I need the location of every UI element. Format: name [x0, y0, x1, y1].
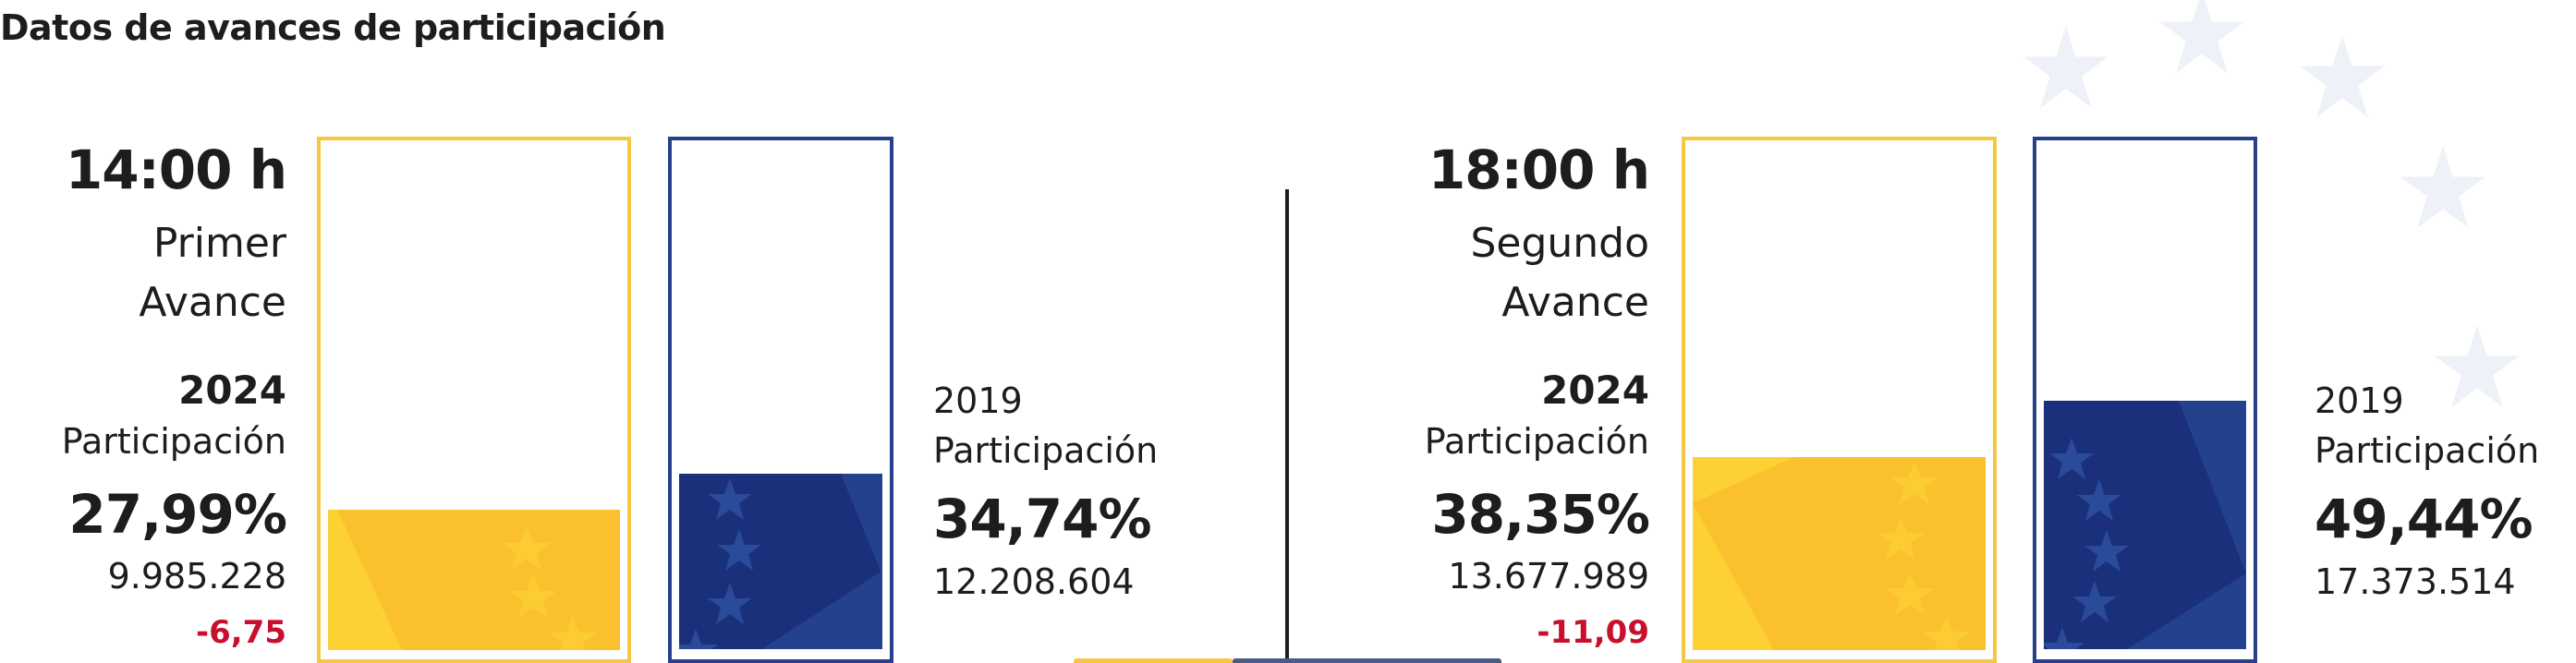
current-year: 2024 [178, 368, 286, 413]
previous-year: 2019 [2315, 380, 2404, 421]
bottom-bar-blue [1233, 658, 1501, 663]
advance-time: 18:00 h [1428, 139, 1650, 201]
section-divider [1285, 189, 1289, 663]
advance-label-line2: Avance [1501, 279, 1649, 326]
gauge-2024 [1682, 137, 1997, 663]
difference-value: -11,09 [1537, 614, 1649, 651]
flag-pattern [679, 474, 882, 649]
current-percent: 38,35% [1431, 483, 1650, 546]
difference-value: -6,75 [196, 614, 286, 651]
star-icon [2400, 145, 2486, 229]
previous-participation-label: Participación [2315, 430, 2540, 471]
current-participation-label: Participación [1424, 421, 1649, 462]
advance-label-line1: Primer [152, 220, 286, 267]
previous-percent: 34,74% [933, 488, 1152, 550]
star-icon [2023, 25, 2109, 109]
current-percent: 27,99% [68, 483, 287, 546]
gauge-fill-2024 [1693, 457, 1986, 650]
advance-time: 14:00 h [65, 139, 287, 201]
flag-pattern [2044, 401, 2246, 649]
current-participation-label: Participación [61, 421, 286, 462]
bottom-bar-yellow [1074, 658, 1233, 663]
gauge-fill-2019 [2044, 401, 2246, 649]
current-votes: 13.677.989 [1448, 556, 1649, 597]
flag-pattern [1693, 457, 1971, 650]
previous-year: 2019 [933, 380, 1023, 421]
advance-label-line1: Segundo [1470, 220, 1649, 267]
gauge-fill-2024 [328, 510, 620, 650]
previous-participation-label: Participación [933, 430, 1159, 471]
flag-pattern [328, 510, 597, 650]
previous-votes: 17.373.514 [2315, 561, 2516, 602]
page-title: Datos de avances de participación [0, 7, 666, 48]
previous-votes: 12.208.604 [933, 561, 1135, 602]
gauge-2019 [668, 137, 893, 663]
advance-label: Segundo Avance [1470, 214, 1649, 332]
gauge-fill-2019 [679, 474, 882, 649]
advance-label: Primer Avance [139, 214, 286, 332]
advance-label-line2: Avance [139, 279, 286, 326]
current-year: 2024 [1541, 368, 1649, 413]
star-icon [2434, 324, 2521, 408]
gauge-2019 [2033, 137, 2257, 663]
current-votes: 9.985.228 [107, 556, 286, 597]
gauge-2024 [317, 137, 631, 663]
previous-percent: 49,44% [2315, 488, 2533, 550]
star-icon [2299, 34, 2386, 118]
star-icon [2158, 0, 2245, 74]
